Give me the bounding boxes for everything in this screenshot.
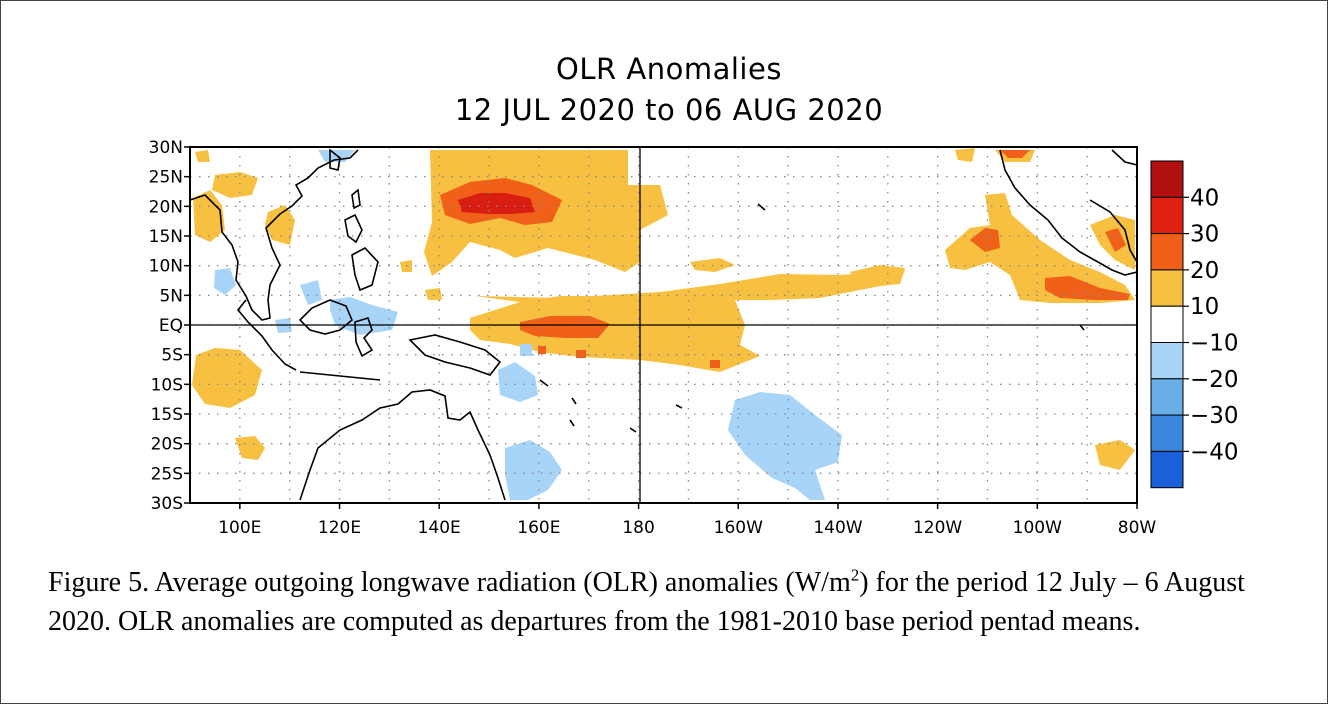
longitude-label: 100W: [1013, 518, 1062, 538]
axis-ticks: [184, 146, 1138, 509]
legend-swatch: [1150, 305, 1184, 344]
longitude-label: 140W: [813, 518, 862, 538]
longitude-label: 180: [622, 518, 654, 538]
latitude-label: 15N: [149, 227, 183, 247]
legend-labels: 40 30 20 10 −10 −20 −30 −40: [1190, 185, 1239, 465]
positive-anomaly-30-40: [458, 193, 535, 214]
caption-superscript: 2: [850, 565, 860, 585]
longitude-label: 160E: [517, 518, 560, 538]
legend-swatch: [1150, 196, 1184, 235]
latitude-label: 25S: [151, 464, 183, 484]
legend-label: 10: [1190, 294, 1219, 320]
positive-anomaly-10-20: [192, 148, 1135, 470]
longitude-label: 80W: [1118, 518, 1157, 538]
map-title: OLR Anomalies: [556, 52, 782, 86]
legend-swatch: [1150, 233, 1184, 271]
legend-swatch: [1150, 414, 1184, 452]
latitude-label: EQ: [159, 316, 183, 336]
legend-swatch: [1150, 450, 1184, 489]
figure-caption: Figure 5. Average outgoing longwave radi…: [48, 563, 1298, 641]
caption-text: Figure 5. Average outgoing longwave radi…: [48, 567, 851, 598]
legend-label: −10: [1190, 331, 1239, 357]
legend-swatch: [1150, 342, 1184, 380]
latitude-label: 10N: [149, 257, 183, 277]
legend-label: 30: [1190, 222, 1219, 248]
map-date-range: 12 JUL 2020 to 06 AUG 2020: [454, 93, 884, 127]
legend-label: 20: [1190, 258, 1219, 284]
latitude-label: 25N: [149, 168, 183, 188]
longitude-label: 160W: [714, 518, 763, 538]
latitude-label: 5S: [161, 346, 183, 366]
legend-label: −40: [1190, 439, 1239, 465]
longitude-label: 120E: [318, 518, 361, 538]
latitude-label: 30N: [149, 138, 183, 158]
latitude-label: 20S: [151, 435, 183, 455]
legend-swatch: [1150, 160, 1184, 198]
legend-label: −20: [1190, 367, 1239, 393]
latitude-label: 15S: [151, 405, 183, 425]
longitude-label: 120W: [913, 518, 962, 538]
longitude-label: 100E: [218, 518, 261, 538]
caption-text-continued: ) for the period 12 July – 6 August 2020…: [48, 567, 1245, 637]
latitude-label: 30S: [151, 494, 183, 514]
coastlines: [190, 148, 1137, 501]
longitude-axis: 100E 120E 140E 160E 180 160W 140W 120W 100W 80W: [218, 518, 1156, 538]
latitude-label: 5N: [159, 286, 183, 306]
legend-swatch: [1150, 269, 1184, 307]
longitude-label: 140E: [418, 518, 461, 538]
color-legend: [1150, 160, 1189, 489]
latitude-label: 20N: [149, 197, 183, 217]
latitude-label: 10S: [151, 375, 183, 395]
legend-label: 40: [1190, 185, 1219, 211]
latitude-axis: 30N 25N 20N 15N 10N 5N EQ 5S 10S 15S 20S 25S 30S: [149, 138, 183, 514]
legend-label: −30: [1190, 403, 1239, 429]
legend-swatch: [1150, 378, 1184, 416]
anomaly-fields: [192, 148, 1135, 500]
